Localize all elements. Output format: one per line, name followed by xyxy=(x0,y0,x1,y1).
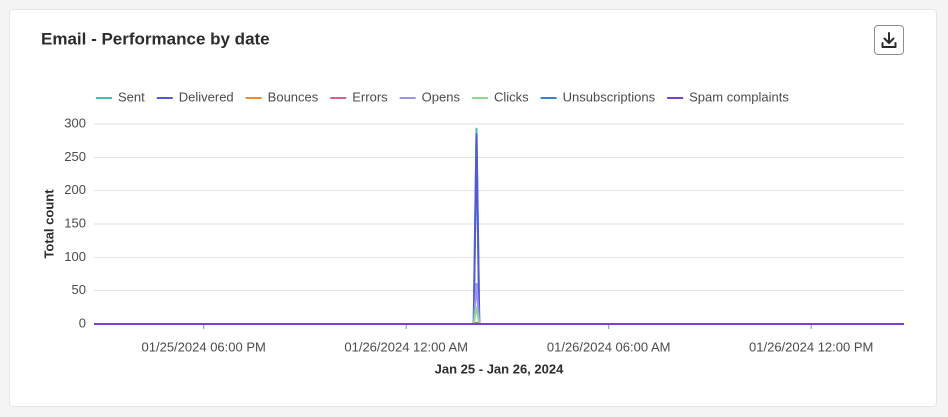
series-line xyxy=(94,127,904,325)
legend-label: Clicks xyxy=(494,89,529,104)
series-line xyxy=(94,306,904,325)
legend-label: Spam complaints xyxy=(689,89,789,104)
y-tick-label: 0 xyxy=(79,315,86,330)
y-tick-label: 250 xyxy=(64,149,86,164)
legend-label: Opens xyxy=(422,89,461,104)
legend-label: Bounces xyxy=(268,89,319,104)
download-button[interactable] xyxy=(874,25,904,55)
legend-label: Delivered xyxy=(179,89,234,104)
legend-label: Errors xyxy=(352,89,388,104)
series-line xyxy=(94,133,904,325)
y-tick-label: 150 xyxy=(64,215,86,230)
y-tick-label: 200 xyxy=(64,182,86,197)
card xyxy=(9,9,937,407)
x-axis-title: Jan 25 - Jan 26, 2024 xyxy=(435,361,564,376)
x-tick-label: 01/26/2024 06:00 AM xyxy=(547,339,671,354)
x-tick-label: 01/26/2024 12:00 PM xyxy=(749,339,873,354)
y-axis-title: Total count xyxy=(41,189,56,259)
chart-title: Email - Performance by date xyxy=(41,29,270,48)
legend-label: Sent xyxy=(118,89,145,104)
legend-label: Unsubscriptions xyxy=(563,89,656,104)
y-tick-label: 100 xyxy=(64,249,86,264)
x-tick-label: 01/26/2024 12:00 AM xyxy=(344,339,468,354)
series-line xyxy=(94,283,904,325)
y-tick-label: 50 xyxy=(72,282,86,297)
y-tick-label: 300 xyxy=(64,115,86,130)
download-icon xyxy=(881,32,897,48)
x-tick-label: 01/25/2024 06:00 PM xyxy=(142,339,266,354)
